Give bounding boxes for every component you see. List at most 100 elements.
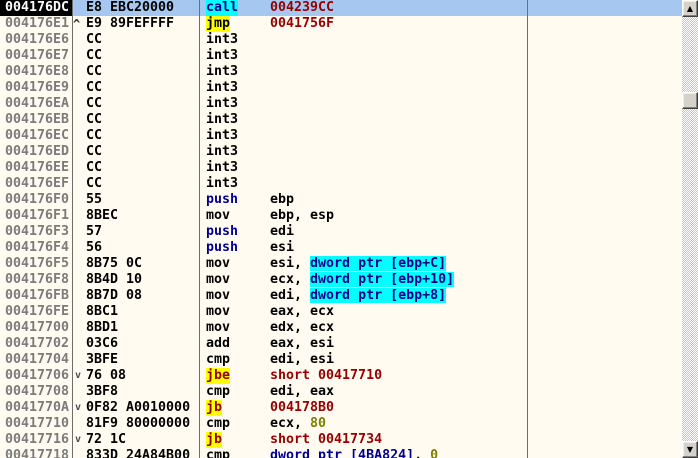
operand-segment: 004178B0 (270, 400, 335, 415)
operand-segment: edi, esi (270, 352, 335, 367)
disasm-row[interactable]: 004176E7 CC int3 (0, 48, 682, 64)
mnemonic-cell: int3 (206, 64, 239, 79)
mnemonic-cell: push (206, 240, 239, 255)
mnemonic-cell: int3 (206, 144, 239, 159)
disasm-row[interactable]: 00417710 81F9 80000000 cmp ecx, 80 (0, 416, 682, 432)
hex-bytes-cell: 57 (86, 224, 103, 239)
operands-cell: 004239CC (270, 0, 334, 16)
hex-bytes-cell: CC (86, 48, 103, 63)
operand-segment: dword ptr [ebp+C] (310, 256, 447, 271)
operands-cell: short 00417734 (270, 432, 382, 448)
disasm-row[interactable]: 004176E1 ^ E9 89FEFFFF jmp 0041756F (0, 16, 682, 32)
address-cell: 004176FE (5, 304, 70, 319)
scroll-down-button[interactable]: ▼ (682, 441, 698, 458)
disasm-row[interactable]: 004176F1 8BEC mov ebp, esp (0, 208, 682, 224)
address-cell: 004176FB (5, 288, 70, 303)
disasm-row[interactable]: 004176E9 CC int3 (0, 80, 682, 96)
disasm-row[interactable]: 00417704 3BFE cmp edi, esi (0, 352, 682, 368)
mnemonic-cell: int3 (206, 160, 239, 175)
disasm-row[interactable]: 004176E8 CC int3 (0, 64, 682, 80)
scrollbar-track[interactable] (682, 17, 698, 441)
mnemonic-cell: push (206, 192, 239, 207)
hex-bytes-cell: 8B75 0C (86, 256, 143, 271)
address-cell: 004176EE (5, 160, 70, 175)
disasm-row[interactable]: 004176DC E8 EBC20000 call 004239CC (0, 0, 682, 16)
vertical-scrollbar[interactable]: ▲ ▼ (682, 0, 698, 458)
scroll-up-button[interactable]: ▲ (682, 0, 698, 17)
hex-bytes-cell: 55 (86, 192, 103, 207)
hex-bytes-cell: E8 EBC20000 (86, 0, 175, 15)
mnemonic-cell: cmp (206, 416, 231, 431)
mnemonic-cell: mov (206, 208, 231, 223)
address-cell: 004176F3 (5, 224, 70, 239)
hex-bytes-cell: CC (86, 32, 103, 47)
disasm-row[interactable]: 004176ED CC int3 (0, 144, 682, 160)
column-separator-bytes (199, 0, 200, 458)
hex-bytes-cell: 3BF8 (86, 384, 119, 399)
jump-down-icon: v (75, 370, 82, 381)
disasm-row[interactable]: 0041770A v 0F82 A0010000 jb 004178B0 (0, 400, 682, 416)
disasm-row[interactable]: 00417706 v 76 08 jbe short 00417710 (0, 368, 682, 384)
operands-cell: ecx, dword ptr [ebp+10] (270, 272, 455, 288)
column-separator-disasm (527, 0, 528, 458)
disasm-row[interactable]: 004176F4 56 push esi (0, 240, 682, 256)
address-cell: 004176EC (5, 128, 70, 143)
address-cell: 004176EB (5, 112, 70, 127)
operand-segment: edi, (270, 288, 311, 303)
operands-cell: 004178B0 (270, 400, 334, 416)
operand-segment: 0041756F (270, 16, 335, 31)
hex-bytes-cell: 56 (86, 240, 103, 255)
operand-segment: dword ptr [4BA824] (270, 448, 415, 458)
disassembly-listing: 004176DC E8 EBC20000 call 004239CC 004176E1 ^… (0, 0, 682, 458)
scrollbar-thumb[interactable] (682, 92, 698, 109)
disasm-row[interactable]: 004176EB CC int3 (0, 112, 682, 128)
operands-cell: edi, esi (270, 352, 334, 368)
mnemonic-cell: mov (206, 304, 231, 319)
address-cell: 004176EF (5, 176, 70, 191)
mnemonic-cell: push (206, 224, 239, 239)
operand-segment: , (414, 448, 431, 458)
disasm-row[interactable]: 00417700 8BD1 mov edx, ecx (0, 320, 682, 336)
address-cell: 00417702 (5, 336, 70, 351)
address-cell: 004176F5 (5, 256, 70, 271)
address-cell: 00417700 (5, 320, 70, 335)
hex-bytes-cell: CC (86, 96, 103, 111)
mnemonic-cell: call (206, 0, 239, 16)
address-cell: 0041770A (5, 400, 70, 415)
operand-segment: edx, ecx (270, 320, 335, 335)
disasm-row[interactable]: 00417702 03C6 add eax, esi (0, 336, 682, 352)
mnemonic-cell: cmp (206, 448, 231, 458)
disasm-row[interactable]: 004176F0 55 push ebp (0, 192, 682, 208)
disasm-row[interactable]: 004176FE 8BC1 mov eax, ecx (0, 304, 682, 320)
disasm-row[interactable]: 00417716 v 72 1C jb short 00417734 (0, 432, 682, 448)
hex-bytes-cell: CC (86, 176, 103, 191)
disasm-row[interactable]: 004176F3 57 push edi (0, 224, 682, 240)
operands-cell: eax, esi (270, 336, 334, 352)
disasm-row[interactable]: 004176F5 8B75 0C mov esi, dword ptr [ebp+C] (0, 256, 682, 272)
disasm-row[interactable]: 004176EF CC int3 (0, 176, 682, 192)
operand-segment: esi (270, 240, 295, 255)
hex-bytes-cell: CC (86, 80, 103, 95)
operand-segment: ebp, esp (270, 208, 335, 223)
disasm-row[interactable]: 004176FB 8B7D 08 mov edi, dword ptr [ebp+8] (0, 288, 682, 304)
disasm-row[interactable]: 004176EE CC int3 (0, 160, 682, 176)
operands-cell: edi, dword ptr [ebp+8] (270, 288, 447, 304)
disasm-row[interactable]: 004176EC CC int3 (0, 128, 682, 144)
address-cell: 004176F0 (5, 192, 70, 207)
operand-segment: eax, esi (270, 336, 335, 351)
disasm-row[interactable]: 00417718 833D 24A84B00 cmp dword ptr [4BA82… (0, 448, 682, 458)
address-cell: 004176E6 (5, 32, 70, 47)
disasm-row[interactable]: 004176F8 8B4D 10 mov ecx, dword ptr [ebp+10… (0, 272, 682, 288)
hex-bytes-cell: 3BFE (86, 352, 119, 367)
jump-down-icon: v (75, 434, 82, 445)
hex-bytes-cell: 81F9 80000000 (86, 416, 191, 431)
disasm-row[interactable]: 004176E6 CC int3 (0, 32, 682, 48)
mnemonic-cell: mov (206, 320, 231, 335)
disasm-row[interactable]: 00417708 3BF8 cmp edi, eax (0, 384, 682, 400)
hex-bytes-cell: 8B7D 08 (86, 288, 143, 303)
address-cell: 00417710 (5, 416, 70, 431)
disasm-row[interactable]: 004176EA CC int3 (0, 96, 682, 112)
operands-cell: edi, eax (270, 384, 334, 400)
operand-segment: short 00417710 (270, 368, 383, 383)
